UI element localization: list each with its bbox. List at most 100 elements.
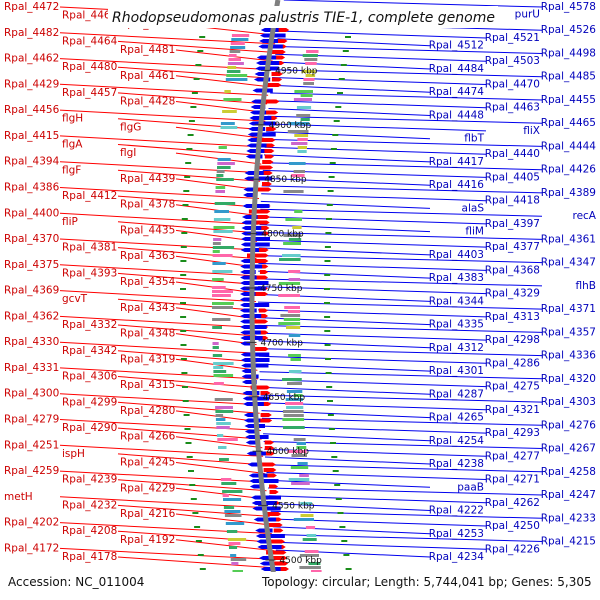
gene-label[interactable]: Rpal_4521 — [485, 32, 540, 44]
gene-label[interactable]: Rpal_4357 — [541, 326, 596, 338]
forward-gene-arrow[interactable] — [269, 484, 279, 489]
gene-label[interactable]: Rpal_4335 — [429, 319, 484, 331]
gene-label[interactable]: Rpal_4362 — [4, 310, 59, 322]
gene-label[interactable]: Rpal_4456 — [4, 104, 60, 116]
reverse-gene-arrow[interactable] — [259, 556, 272, 560]
gene-label[interactable]: Rpal_4250 — [485, 520, 540, 532]
gene-label[interactable]: Rpal_4229 — [120, 482, 175, 494]
forward-gene-arrow[interactable] — [264, 143, 275, 148]
reverse-gene-arrow[interactable] — [248, 473, 268, 478]
gene-label[interactable]: flgG — [120, 121, 141, 133]
gene-label[interactable]: recA — [572, 210, 596, 222]
gene-label[interactable]: fliP — [62, 216, 78, 228]
gene-label[interactable]: Rpal_4192 — [120, 534, 175, 546]
gene-label[interactable]: Rpal_4287 — [429, 388, 484, 400]
gene-label[interactable]: Rpal_4233 — [541, 512, 596, 524]
gene-label[interactable]: Rpal_4343 — [120, 302, 175, 314]
forward-gene-arrow[interactable] — [267, 512, 282, 516]
gene-label[interactable]: Rpal_4275 — [485, 381, 540, 393]
gene-label[interactable]: Rpal_4480 — [62, 61, 117, 73]
gene-label[interactable]: Rpal_4444 — [541, 140, 597, 152]
gene-label[interactable]: Rpal_4215 — [541, 536, 596, 548]
gene-label[interactable]: Rpal_4306 — [62, 371, 118, 383]
gene-label[interactable]: flgH — [62, 113, 83, 125]
forward-gene-arrow[interactable] — [271, 77, 283, 82]
gene-label[interactable]: Rpal_4280 — [120, 405, 175, 417]
gene-label[interactable]: Rpal_4428 — [120, 96, 175, 108]
gene-label[interactable]: Rpal_4397 — [485, 218, 540, 230]
gene-label[interactable]: Rpal_4226 — [485, 543, 541, 555]
gene-label[interactable]: Rpal_4301 — [429, 365, 484, 377]
forward-gene-arrow[interactable] — [273, 528, 284, 533]
forward-gene-arrow[interactable] — [271, 72, 283, 76]
forward-gene-arrow[interactable] — [272, 556, 288, 560]
gene-label[interactable]: Rpal_4348 — [120, 328, 175, 340]
forward-gene-arrow[interactable] — [258, 165, 274, 170]
gene-label[interactable]: Rpal_4377 — [485, 241, 540, 253]
gene-label[interactable]: purU — [515, 9, 540, 21]
gene-label[interactable]: fliX — [523, 125, 540, 137]
gene-label[interactable]: Rpal_4498 — [541, 48, 596, 60]
gene-label[interactable]: Rpal_4464 — [62, 35, 118, 47]
forward-gene-arrow[interactable] — [266, 127, 277, 131]
gene-label[interactable]: Rpal_4347 — [541, 257, 596, 269]
reverse-gene-arrow[interactable] — [240, 297, 253, 302]
gene-label[interactable]: Rpal_4481 — [120, 44, 175, 56]
gene-label[interactable]: ispH — [62, 448, 85, 460]
forward-gene-arrow[interactable] — [261, 462, 276, 467]
gene-label[interactable]: Rpal_4222 — [429, 505, 484, 517]
gene-label[interactable]: Rpal_4389 — [541, 187, 596, 199]
gene-label[interactable]: flhB — [576, 280, 596, 292]
gene-label[interactable]: Rpal_4485 — [541, 71, 596, 83]
gene-label[interactable]: flbT — [464, 133, 484, 145]
gene-label[interactable]: Rpal_4178 — [62, 551, 117, 563]
gene-label[interactable]: fliM — [465, 226, 484, 238]
gene-label[interactable]: Rpal_4429 — [4, 78, 59, 90]
forward-gene-arrow[interactable] — [264, 154, 274, 159]
gene-label[interactable]: Rpal_4412 — [62, 190, 117, 202]
gene-label[interactable]: Rpal_4470 — [485, 79, 540, 91]
reverse-gene-arrow[interactable] — [240, 319, 253, 324]
gene-label[interactable]: Rpal_4279 — [4, 414, 59, 426]
gene-label[interactable]: Rpal_4484 — [429, 63, 485, 75]
gene-label[interactable]: flgI — [120, 147, 136, 159]
reverse-gene-arrow[interactable] — [241, 237, 270, 241]
gene-label[interactable]: Rpal_4462 — [4, 53, 59, 65]
reverse-gene-arrow[interactable] — [246, 149, 265, 153]
gene-label[interactable]: Rpal_4378 — [120, 199, 175, 211]
gene-label[interactable]: Rpal_4455 — [541, 94, 596, 106]
forward-gene-arrow[interactable] — [255, 215, 270, 219]
gene-label[interactable]: Rpal_4331 — [4, 362, 59, 374]
gene-label[interactable]: Rpal_4415 — [4, 130, 59, 142]
gene-label[interactable]: Rpal_4344 — [429, 295, 485, 307]
reverse-gene-arrow[interactable] — [245, 440, 258, 445]
gene-label[interactable]: Rpal_4271 — [485, 474, 540, 486]
gene-label[interactable]: Rpal_4369 — [4, 285, 59, 297]
forward-gene-arrow[interactable] — [251, 319, 269, 324]
gene-label[interactable]: Rpal_4381 — [62, 242, 117, 254]
gene-label[interactable]: Rpal_4375 — [4, 259, 59, 271]
gene-label[interactable]: Rpal_4303 — [541, 396, 596, 408]
gene-label[interactable]: Rpal_4472 — [4, 1, 59, 13]
gene-label[interactable]: Rpal_4526 — [541, 24, 597, 36]
gene-label[interactable]: Rpal_4238 — [429, 458, 484, 470]
gene-label[interactable]: Rpal_4370 — [4, 233, 59, 245]
gene-label[interactable]: Rpal_4266 — [120, 431, 176, 443]
gene-label[interactable]: Rpal_4329 — [485, 288, 540, 300]
forward-gene-arrow[interactable] — [259, 270, 269, 274]
forward-gene-arrow[interactable] — [258, 308, 268, 313]
gene-label[interactable]: Rpal_4463 — [485, 102, 540, 114]
gene-label[interactable]: Rpal_4336 — [541, 350, 597, 362]
gene-label[interactable]: Rpal_4172 — [4, 542, 59, 554]
gene-label[interactable]: Rpal_4247 — [541, 489, 596, 501]
gene-label[interactable]: Rpal_4448 — [429, 110, 484, 122]
gene-label[interactable]: Rpal_4254 — [429, 435, 485, 447]
gene-label[interactable]: Rpal_4465 — [541, 117, 596, 129]
gene-label[interactable]: Rpal_4253 — [429, 528, 484, 540]
gene-label[interactable]: Rpal_4435 — [120, 224, 175, 236]
reverse-gene-arrow[interactable] — [251, 495, 281, 500]
forward-gene-arrow[interactable] — [262, 160, 274, 164]
gene-label[interactable]: Rpal_4386 — [4, 182, 60, 194]
gene-label[interactable]: Rpal_4245 — [120, 457, 175, 469]
gene-label[interactable]: Rpal_4290 — [62, 422, 117, 434]
